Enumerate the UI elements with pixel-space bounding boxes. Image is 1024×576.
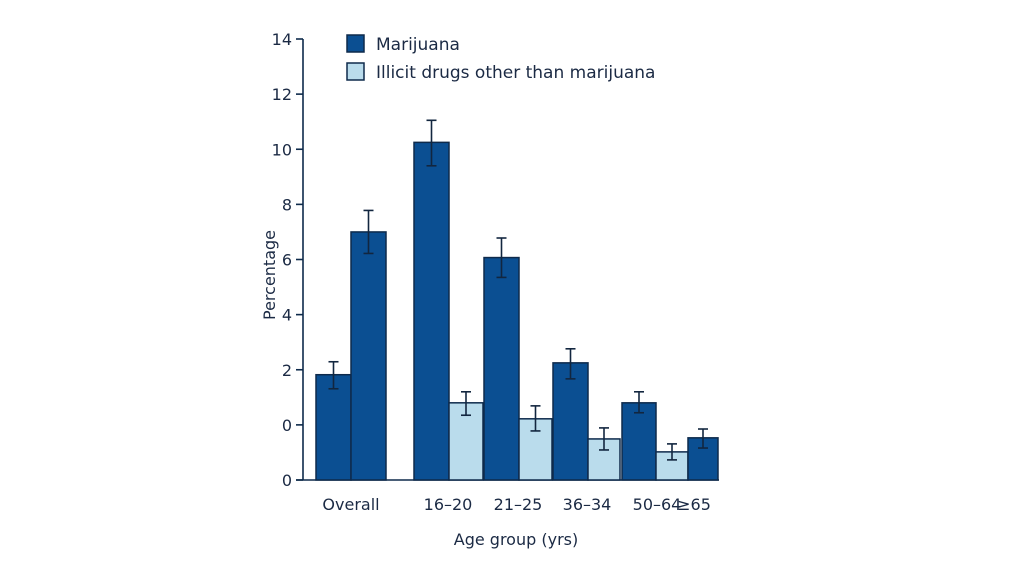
x-tick-label: 21–25 xyxy=(494,495,543,514)
y-tick-label: 4 xyxy=(282,306,292,325)
x-tick-label: 36–34 xyxy=(563,495,612,514)
error-bar xyxy=(496,237,507,279)
error-bar xyxy=(667,443,677,461)
error-bar xyxy=(634,390,644,414)
x-tick-label: ≥65 xyxy=(677,495,711,514)
error-bar xyxy=(328,360,339,390)
bar xyxy=(483,256,520,481)
error-bar xyxy=(530,405,541,432)
y-tick-label: 14 xyxy=(272,30,292,49)
y-tick-label: 0 xyxy=(282,471,292,490)
y-tick-label: 0 xyxy=(282,416,292,435)
x-tick-label: Overall xyxy=(322,495,379,514)
legend-swatch-illicit-drugs xyxy=(346,62,365,81)
y-tick-label: 2 xyxy=(282,361,292,380)
x-tick-labels: Overall 16–20 21–25 36–34 50–64≥65 xyxy=(322,495,710,514)
y-tick-label: 6 xyxy=(282,251,292,270)
x-axis-title: Age group (yrs) xyxy=(454,530,578,549)
bar xyxy=(518,418,553,481)
error-bar xyxy=(426,119,437,167)
bar xyxy=(350,231,387,481)
error-bar xyxy=(461,390,471,417)
bar xyxy=(315,373,352,481)
bar xyxy=(413,141,450,481)
error-bar xyxy=(599,427,609,451)
y-axis-title: Percentage xyxy=(260,230,279,320)
legend-swatch-marijuana xyxy=(346,34,365,53)
error-bar xyxy=(363,209,374,255)
x-tick-label: 16–20 xyxy=(424,495,473,514)
x-tick-label: 50–64 xyxy=(633,495,682,514)
legend-label-marijuana: Marijuana xyxy=(376,35,460,55)
y-tick-label: 10 xyxy=(272,140,292,159)
y-tick-label: 8 xyxy=(282,195,292,214)
error-bar xyxy=(565,348,576,380)
legend: Marijuana Illicit drugs other than marij… xyxy=(346,34,655,83)
bars xyxy=(315,119,719,481)
bar xyxy=(621,402,657,481)
error-bar xyxy=(698,428,708,449)
legend-label-illicit-drugs: Illicit drugs other than marijuana xyxy=(376,63,655,83)
y-tick-label: 12 xyxy=(272,85,292,104)
bar xyxy=(552,362,589,481)
